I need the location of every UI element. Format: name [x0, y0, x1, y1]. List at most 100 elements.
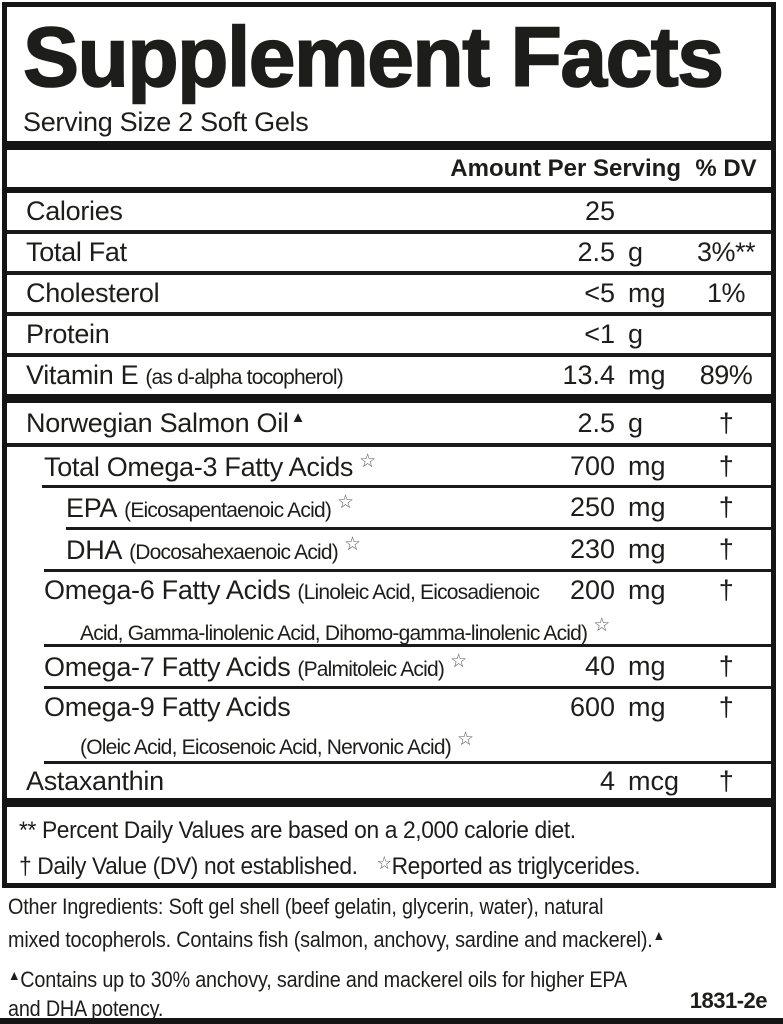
- star-icon: ☆: [337, 492, 354, 513]
- amount-unit: mg: [628, 360, 666, 390]
- amount-unit: mg: [628, 278, 666, 308]
- amount-unit: mg: [628, 450, 666, 481]
- supplement-facts-panel: Supplement Facts Serving Size 2 Soft Gel…: [2, 2, 776, 888]
- nutrient-name-cell: Protein: [26, 319, 520, 350]
- title-section: Supplement Facts Serving Size 2 Soft Gel…: [7, 7, 771, 141]
- triangle-up-icon: ▲: [8, 967, 21, 983]
- nutrient-name-cell: Calories: [26, 196, 520, 227]
- nutrient-name-cell: Cholesterol: [26, 278, 520, 309]
- table-row: Astaxanthin 4 mcg †: [7, 764, 771, 798]
- divider: [7, 271, 771, 275]
- star-icon: ☆: [593, 615, 610, 636]
- amount-value: 230: [569, 534, 615, 564]
- divider: [7, 312, 771, 316]
- nutrient-rows-oil: Norwegian Salmon Oil ▲ 2.5 g † Total Omega-3 …: [7, 403, 771, 798]
- nutrient-name-detail: (Linoleic Acid, Eicosadienoic: [297, 581, 540, 604]
- nutrient-name: Calories: [26, 196, 123, 226]
- amount-value: 40: [584, 651, 615, 681]
- medium-rule: [7, 187, 771, 193]
- daily-value: †: [718, 534, 734, 564]
- disclaimer-line1: ▲Contains up to 30% anchovy, sardine and…: [8, 961, 701, 994]
- table-row: Total Fat 2.5 g 3%**: [7, 234, 771, 271]
- triangle-up-icon: ▲: [290, 408, 306, 426]
- nutrient-name-cell: DHA (Docosahexaenoic Acid) ☆: [66, 533, 520, 566]
- nutrient-name: DHA: [66, 535, 123, 565]
- amount-unit: mg: [628, 575, 666, 605]
- thick-rule: [7, 394, 771, 403]
- footnote-triglycerides-text: Reported as triglycerides.: [391, 853, 641, 880]
- nutrient-name-detail: (Docosahexaenoic Acid): [129, 541, 339, 564]
- thick-rule: [7, 798, 771, 807]
- nutrient-name-detail: (Eicosapentaenoic Acid): [124, 499, 332, 522]
- table-row: Norwegian Salmon Oil ▲ 2.5 g †: [7, 403, 771, 443]
- divider: [7, 353, 771, 357]
- divider: [7, 230, 771, 234]
- nutrient-name-detail: Acid, Gamma-linolenic Acid, Dihomo-gamma…: [80, 622, 588, 645]
- nutrient-name-cell: Omega-9 Fatty Acids (Oleic Acid, Eicoseno…: [44, 689, 520, 763]
- footnote-daily-values: ** Percent Daily Values are based on a 2…: [19, 817, 576, 844]
- amount-value: 13.4: [562, 360, 615, 390]
- table-row: DHA (Docosahexaenoic Acid) ☆ 230 mg †: [7, 530, 771, 569]
- star-icon: ☆: [456, 729, 474, 750]
- nutrient-name-cell: Total Fat: [26, 237, 520, 268]
- nutrient-name-line2: Acid, Gamma-linolenic Acid, Dihomo-gamma…: [51, 611, 610, 649]
- star-icon: ☆: [450, 651, 467, 672]
- nutrient-name: Total Omega-3 Fatty Acids: [44, 451, 354, 482]
- amount-unit: mg: [628, 692, 666, 722]
- table-row: Total Omega-3 Fatty Acids ☆ 700 mg †: [7, 447, 771, 485]
- nutrient-name-detail: (Palmitoleic Acid): [297, 658, 445, 681]
- amount-value: 600: [569, 692, 615, 722]
- table-row: Calories 25: [7, 193, 771, 230]
- nutrient-name-cell: Omega-6 Fatty Acids (Linoleic Acid, Eicos…: [44, 572, 610, 649]
- amount-value: 2.5: [577, 237, 615, 267]
- other-ingredients-line2-text: mixed tocopherols. Contains fish (salmon…: [8, 927, 653, 952]
- amount-value: <1: [584, 319, 615, 349]
- triangle-up-icon: ▲: [652, 927, 665, 943]
- amount-per-serving-header: Amount Per Serving: [450, 154, 681, 182]
- nutrient-name: EPA: [66, 493, 118, 523]
- amount-unit: mg: [628, 534, 666, 564]
- nutrient-name: Norwegian Salmon Oil: [26, 407, 289, 438]
- nutrient-name-cell: EPA (Eicosapentaenoic Acid) ☆: [66, 491, 520, 524]
- table-row: Vitamin E (as d-alpha tocopherol) 13.4 mg 89…: [7, 357, 771, 394]
- daily-value: †: [718, 492, 734, 522]
- divider: [44, 644, 771, 647]
- nutrient-name-cell: Total Omega-3 Fatty Acids ☆: [44, 450, 520, 483]
- nutrient-name: Omega-6 Fatty Acids: [44, 575, 291, 605]
- daily-value: †: [718, 575, 734, 605]
- nutrient-name-cell: Astaxanthin: [26, 766, 520, 797]
- nutrient-rows-upper: Calories 25 Total Fat 2.5 g 3%** Cholesterol <5…: [7, 193, 771, 394]
- daily-value: †: [718, 407, 734, 438]
- nutrient-name: Omega-9 Fatty Acids: [44, 692, 291, 722]
- nutrient-name-detail: (as d-alpha tocopherol): [145, 366, 343, 389]
- table-row: EPA (Eicosapentaenoic Acid) ☆ 250 mg †: [7, 488, 771, 527]
- other-ingredients-line2: mixed tocopherols. Contains fish (salmon…: [8, 921, 701, 954]
- star-icon: ☆: [359, 450, 376, 472]
- daily-value: 3%**: [696, 237, 756, 267]
- star-icon: ☆: [343, 534, 361, 555]
- disclaimer-line2: and DHA potency.: [8, 996, 164, 1021]
- daily-value: †: [718, 692, 734, 722]
- amount-unit: mg: [628, 492, 666, 522]
- serving-size: Serving Size 2 Soft Gels: [23, 107, 309, 137]
- nutrient-name-detail: (Oleic Acid, Eicosenoic Acid, Nervonic A…: [80, 736, 452, 759]
- table-row: Cholesterol <5 mg 1%: [7, 275, 771, 312]
- daily-value: †: [718, 651, 734, 681]
- nutrient-name: Cholesterol: [26, 278, 160, 308]
- table-row: Omega-6 Fatty Acids (Linoleic Acid, Eicos…: [7, 572, 771, 645]
- divider: [44, 569, 771, 572]
- nutrient-name-line2: (Oleic Acid, Eicosenoic Acid, Nervonic A…: [51, 725, 520, 763]
- other-ingredients-line1: Other Ingredients: Soft gel shell (beef …: [8, 894, 604, 919]
- nutrient-name: Protein: [26, 319, 110, 349]
- nutrient-name: Vitamin E: [26, 360, 139, 390]
- divider: [44, 761, 771, 764]
- nutrient-name: Total Fat: [26, 237, 127, 267]
- divider: [42, 485, 771, 488]
- thick-rule: [7, 141, 771, 150]
- nutrient-name-cell: Omega-7 Fatty Acids (Palmitoleic Acid) ☆: [44, 650, 520, 683]
- nutrient-name-cell: Vitamin E (as d-alpha tocopherol): [26, 360, 520, 391]
- column-header-row: Amount Per Serving % DV: [7, 150, 771, 187]
- nutrient-name-cell: Norwegian Salmon Oil ▲: [26, 408, 520, 439]
- amount-unit: g: [628, 407, 644, 438]
- amount-value: 4: [599, 765, 615, 796]
